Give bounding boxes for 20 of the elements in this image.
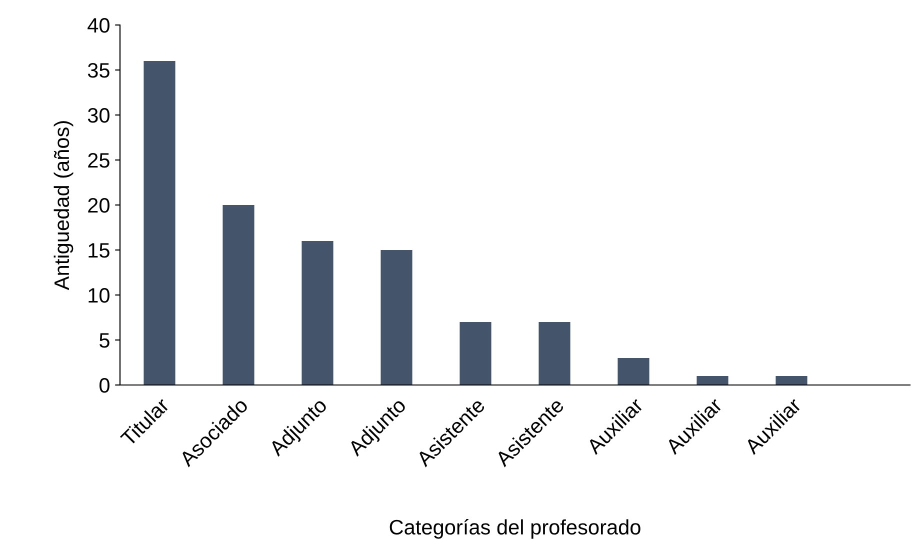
- y-tick-label: 5: [100, 333, 110, 348]
- y-tick-label: 15: [88, 243, 110, 258]
- y-tick-label: 10: [88, 288, 110, 303]
- y-axis-title: Antiguedad (años): [54, 121, 74, 290]
- bar: [380, 250, 412, 385]
- bar: [144, 61, 176, 385]
- y-tick-label: 30: [88, 108, 110, 123]
- bar: [302, 241, 334, 385]
- bar: [776, 376, 808, 385]
- bar: [696, 376, 728, 385]
- x-axis-title: Categorías del profesorado: [390, 519, 640, 539]
- bar: [618, 358, 650, 385]
- y-tick-label: 0: [100, 378, 110, 393]
- bar: [222, 205, 254, 385]
- bar: [460, 322, 492, 385]
- y-tick-label: 20: [88, 198, 110, 213]
- y-tick-label: 40: [88, 18, 110, 33]
- y-tick-label: 35: [88, 63, 110, 78]
- y-tick-label: 25: [88, 153, 110, 168]
- bar: [538, 322, 570, 385]
